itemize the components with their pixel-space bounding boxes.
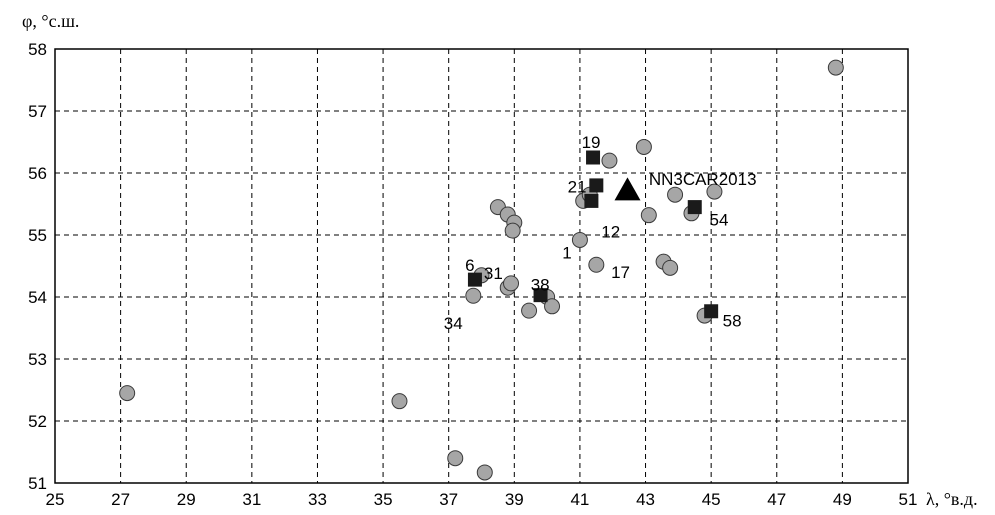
x-tick-label: 41: [570, 490, 589, 509]
x-tick-label: 39: [505, 490, 524, 509]
point-label: 21: [568, 178, 587, 197]
x-tick-label: 43: [636, 490, 655, 509]
data-points: [119, 59, 844, 481]
point-label: 17: [611, 263, 630, 282]
circle-point: [521, 302, 538, 319]
y-tick-labels: 51 52 53 54 55 56 57 58: [28, 40, 47, 493]
circle-point: [504, 222, 521, 239]
y-tick-label: 58: [28, 40, 47, 59]
circle-point: [601, 152, 618, 169]
x-tick-label: 33: [308, 490, 327, 509]
y-axis-label: φ, °с.ш.: [22, 11, 79, 31]
circle-point: [827, 59, 844, 76]
circle-point: [635, 138, 652, 155]
x-tick-label: 29: [177, 490, 196, 509]
square-point: [533, 288, 548, 303]
x-tick-label: 47: [767, 490, 786, 509]
point-label: 31: [484, 264, 503, 283]
x-axis-label: λ, °в.д.: [926, 489, 978, 509]
y-tick-label: 55: [28, 226, 47, 245]
circle-point: [447, 450, 464, 467]
circle-point: [476, 464, 493, 481]
x-tick-label: 31: [242, 490, 261, 509]
point-label: 19: [582, 133, 601, 152]
point-label: 12: [601, 222, 620, 241]
y-tick-label: 57: [28, 102, 47, 121]
circle-point: [662, 259, 679, 276]
x-tick-label: 49: [833, 490, 852, 509]
point-label: 38: [531, 276, 550, 295]
y-tick-label: 54: [28, 288, 47, 307]
square-point: [704, 304, 719, 319]
circle-point: [119, 385, 136, 402]
point-label: NN3CAR2013: [649, 170, 757, 189]
circle-point: [465, 287, 482, 304]
point-annotations: 19 21 NN3CAR2013 12 54 1 17 6 31 38 34 58: [444, 133, 757, 333]
x-tick-label: 25: [46, 490, 65, 509]
grid: [55, 49, 908, 483]
y-tick-label: 56: [28, 164, 47, 183]
x-tick-label: 27: [111, 490, 130, 509]
point-label: 34: [444, 314, 463, 333]
square-point: [687, 200, 702, 215]
square-point: [589, 178, 604, 193]
circle-point: [667, 186, 684, 203]
circle-point: [544, 298, 561, 315]
circle-point: [588, 256, 605, 273]
x-tick-label: 45: [702, 490, 721, 509]
y-tick-label: 53: [28, 350, 47, 369]
circle-point: [640, 207, 657, 224]
square-point: [586, 150, 601, 165]
circle-point: [503, 275, 520, 292]
circle-point: [706, 183, 723, 200]
point-label: 54: [710, 211, 729, 230]
point-label: 6: [465, 256, 474, 275]
y-tick-label: 52: [28, 412, 47, 431]
x-tick-label: 35: [374, 490, 393, 509]
square-point: [467, 272, 482, 287]
x-tick-label: 51: [899, 490, 918, 509]
square-point: [584, 193, 599, 208]
point-label: 1: [562, 243, 571, 262]
triangle-point: [614, 177, 641, 201]
circle-point: [571, 231, 588, 248]
circle-point: [391, 393, 408, 410]
y-tick-label: 51: [28, 474, 47, 493]
x-tick-labels: 25 27 29 31 33 35 37 39 41 43 45 47 49 51: [46, 490, 918, 509]
x-tick-label: 37: [439, 490, 458, 509]
point-label: 58: [723, 312, 742, 331]
plot-frame: [54, 48, 909, 484]
